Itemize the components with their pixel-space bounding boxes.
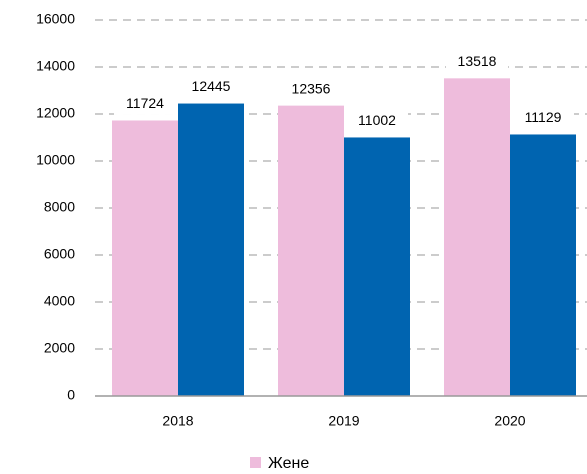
data-label: 13518 [458,53,497,69]
label-bg [280,79,342,100]
y-tick-label: 14000 [36,58,75,74]
data-label: 11129 [525,109,562,125]
legend-swatch [250,457,261,468]
y-tick-label: 4000 [44,293,75,309]
data-label: 12356 [292,80,331,96]
legend-label: Жене [268,455,309,472]
y-tick-label: 10000 [36,152,75,168]
x-tick-label: 2019 [328,413,359,429]
label-bg [446,52,508,73]
bar [344,137,410,396]
y-tick-label: 12000 [36,105,75,121]
label-bg [512,108,574,129]
data-label: 11724 [126,95,164,111]
x-tick-label: 2018 [162,413,193,429]
y-tick-label: 2000 [44,340,75,356]
data-label: 11002 [358,112,396,128]
data-label: 12445 [192,78,231,94]
bar [278,105,344,396]
y-tick-label: 0 [67,387,75,403]
label-bg [180,77,242,98]
bar [112,120,178,397]
y-tick-label: 16000 [36,11,75,27]
y-tick-label: 6000 [44,246,75,262]
label-bg [346,111,408,132]
y-tick-label: 8000 [44,199,75,215]
x-tick-label: 2020 [494,413,525,429]
bar [444,78,510,397]
label-bg [114,94,176,115]
bar [510,134,576,396]
bar [178,103,244,396]
